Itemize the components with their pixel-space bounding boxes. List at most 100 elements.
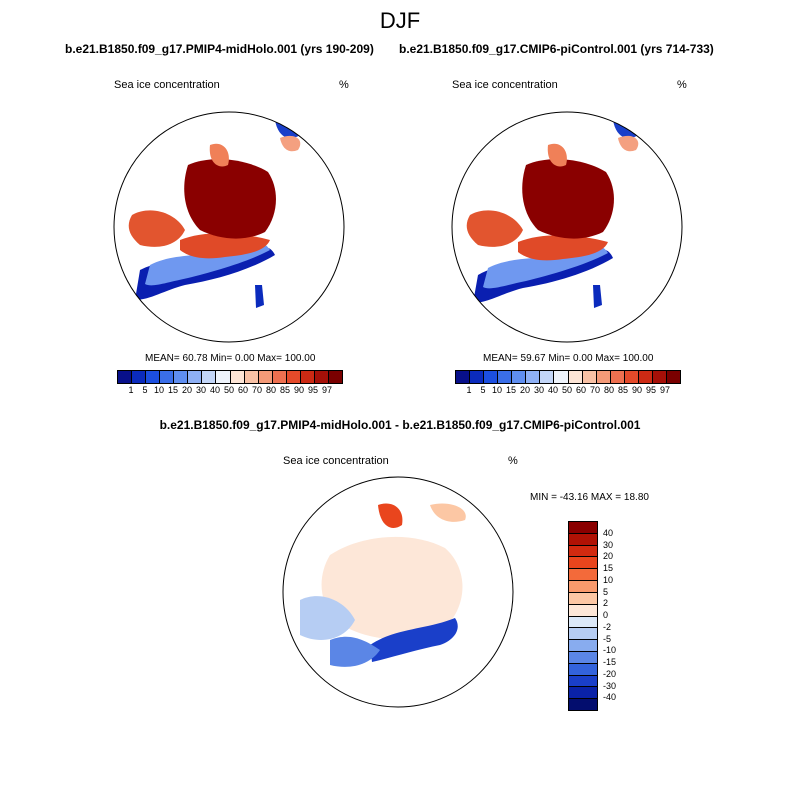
colorbar-diff-tick-label: -15 <box>603 657 617 667</box>
ice-dark-red-right <box>522 159 614 239</box>
ice-red-left-3 <box>209 143 229 167</box>
colorbar-right-swatch <box>540 371 555 383</box>
panel-left-units: % <box>339 79 349 91</box>
colorbar-left-tick-label: 30 <box>195 385 207 395</box>
colorbar-right-swatch <box>568 371 583 383</box>
colorbar-left-swatch <box>188 371 203 383</box>
colorbar-diff <box>568 521 598 711</box>
colorbar-left <box>117 370 343 384</box>
colorbar-right-swatch <box>666 371 680 383</box>
colorbar-diff-swatch <box>569 640 597 652</box>
colorbar-diff-swatch <box>569 592 597 605</box>
colorbar-diff-swatch <box>569 628 597 641</box>
diff-light-blue-left <box>300 596 355 640</box>
colorbar-left-swatch <box>160 371 175 383</box>
colorbar-left-tick-label: 1 <box>128 385 134 395</box>
colorbar-right-tick-label: 40 <box>547 385 559 395</box>
colorbar-right-tick-label: 15 <box>505 385 517 395</box>
colorbar-left-tick-label: 5 <box>142 385 148 395</box>
colorbar-left-tick-label: 90 <box>293 385 305 395</box>
colorbar-left-swatch <box>118 371 133 383</box>
colorbar-right-tick-label: 10 <box>491 385 503 395</box>
ice-dark-red-left <box>184 159 276 239</box>
panel-right-stats: MEAN= 59.67 Min= 0.00 Max= 100.00 <box>483 353 654 364</box>
colorbar-right-swatch <box>498 371 513 383</box>
colorbar-diff-swatch <box>569 675 597 688</box>
panel-left-run-title: b.e21.B1850.f09_g17.PMIP4-midHolo.001 (y… <box>65 42 374 56</box>
diff-blue-band <box>370 618 458 662</box>
colorbar-left-swatch <box>174 371 189 383</box>
colorbar-diff-swatch <box>569 699 597 710</box>
colorbar-left-swatch <box>314 371 329 383</box>
colorbar-right-swatch <box>638 371 653 383</box>
colorbar-diff-swatch <box>569 545 597 558</box>
colorbar-diff-tick-label: 20 <box>603 551 614 562</box>
ice-red-left-2 <box>128 210 185 247</box>
colorbar-diff-tick-label: -40 <box>603 692 617 703</box>
panel-right-variable: Sea ice concentration <box>452 79 558 91</box>
diff-variable: Sea ice concentration <box>283 455 389 467</box>
ice-red-left-top <box>280 135 301 152</box>
diff-mid-blue-band <box>330 636 380 667</box>
colorbar-right-swatch <box>512 371 527 383</box>
ice-blue-right-hudson <box>593 285 602 308</box>
ice-red-edge-left <box>180 233 270 259</box>
colorbar-diff-swatch <box>569 651 597 664</box>
colorbar-right-swatch <box>470 371 485 383</box>
map-diff <box>283 477 513 707</box>
colorbar-right-tick-label: 20 <box>519 385 531 395</box>
diff-stats: MIN = -43.16 MAX = 18.80 <box>530 492 649 503</box>
colorbar-left-tick-label: 60 <box>237 385 249 395</box>
colorbar-diff-tick-label: -20 <box>603 668 617 679</box>
colorbar-diff-tick-label: 5 <box>603 586 609 597</box>
panel-left-stats: MEAN= 60.78 Min= 0.00 Max= 100.00 <box>145 353 316 364</box>
colorbar-left-tick-label: 40 <box>209 385 221 395</box>
panel-right-units: % <box>677 79 687 91</box>
colorbar-left-swatch <box>286 371 301 383</box>
colorbar-diff-swatch <box>569 581 597 593</box>
diff-light-orange-arctic <box>321 536 463 640</box>
colorbar-diff-tick-label: -30 <box>603 680 617 691</box>
colorbar-right-tick-label: 70 <box>589 385 601 395</box>
colorbar-left-swatch <box>146 371 161 383</box>
ice-red-right-3 <box>547 143 567 167</box>
colorbar-diff-swatch <box>569 557 597 570</box>
colorbar-left-swatch <box>216 371 231 383</box>
colorbar-diff-swatch <box>569 687 597 700</box>
colorbar-right-swatch <box>554 371 569 383</box>
colorbar-right-swatch <box>652 371 667 383</box>
colorbar-right-tick-label: 50 <box>561 385 573 395</box>
diff-run-title: b.e21.B1850.f09_g17.PMIP4-midHolo.001 - … <box>159 418 641 432</box>
colorbar-right-tick-label: 1 <box>466 385 472 395</box>
colorbar-left-tick-label: 80 <box>265 385 277 395</box>
ice-red-right-2 <box>466 210 523 247</box>
colorbar-right <box>455 370 681 384</box>
colorbar-right-swatch <box>610 371 625 383</box>
colorbar-diff-tick-label: 15 <box>603 563 614 573</box>
colorbar-right-tick-label: 80 <box>603 385 615 395</box>
panel-left-variable: Sea ice concentration <box>114 79 220 91</box>
colorbar-right-tick-label: 95 <box>645 385 657 395</box>
colorbar-left-tick-label: 10 <box>153 385 165 395</box>
colorbar-diff-tick-label: 40 <box>603 527 614 538</box>
colorbar-right-swatch <box>624 371 639 383</box>
colorbar-diff-tick-label: 10 <box>603 574 614 585</box>
ice-blue-left-hudson <box>255 285 264 308</box>
colorbar-left-tick-label: 15 <box>167 385 179 395</box>
colorbar-right-tick-label: 60 <box>575 385 587 395</box>
colorbar-left-swatch <box>230 371 245 383</box>
colorbar-left-tick-label: 50 <box>223 385 235 395</box>
colorbar-diff-tick-label: -5 <box>603 633 612 644</box>
colorbar-right-tick-label: 90 <box>631 385 643 395</box>
colorbar-right-swatch <box>456 371 471 383</box>
colorbar-right-swatch <box>526 371 541 383</box>
colorbar-left-tick-label: 95 <box>307 385 319 395</box>
colorbar-right-tick-label: 5 <box>480 385 486 395</box>
map-right <box>452 112 682 342</box>
page-title: DJF <box>379 8 421 33</box>
colorbar-left-tick-label: 85 <box>279 385 291 395</box>
colorbar-diff-tick-label: 2 <box>603 598 609 609</box>
map-left <box>114 112 344 342</box>
ice-red-edge-right <box>518 235 608 261</box>
